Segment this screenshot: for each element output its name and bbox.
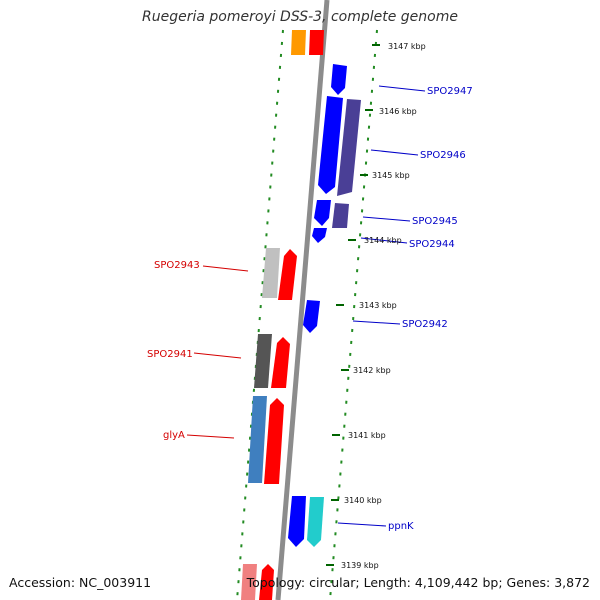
gene-label-spo2946[interactable]: SPO2946 [420,150,466,161]
leader-line-spo2947 [378,85,426,92]
tick-label-3146: 3146 kbp [379,107,417,116]
gene-label-spo2944[interactable]: SPO2944 [409,239,455,250]
gene-arrow-pink[interactable] [241,564,257,600]
leader-line-spo2941 [193,352,242,359]
leader-line-spo2942 [352,320,401,325]
tick-label-3139: 3139 kbp [341,561,379,570]
tick-label-3147: 3147 kbp [388,42,426,51]
gene-arrow-spo2944[interactable] [312,228,327,243]
tick-label-3142: 3142 kbp [353,366,391,375]
tick-label-3144: 3144 kbp [364,236,402,245]
gene-arrow-ppnk[interactable] [288,496,306,547]
leader-line-glya [186,434,235,439]
gene-label-spo2947[interactable]: SPO2947 [427,86,473,97]
gene-arrow-spo2942[interactable] [303,300,320,333]
gene-arrow-orange[interactable] [291,30,306,55]
gene-arrow-spo2943-cog[interactable] [262,248,280,298]
topology-text: Topology: circular; Length: 4,109,442 bp… [246,575,590,590]
gene-arrow-spo2941-cog[interactable] [254,334,272,388]
gene-arrow-spo2946[interactable] [318,96,343,194]
gene-label-spo2941[interactable]: SPO2941 [147,349,193,360]
accession-text: Accession: NC_003911 [9,575,152,590]
tick-label-3141: 3141 kbp [348,431,386,440]
gene-arrow-spo2943[interactable] [278,249,297,300]
leader-line-spo2944 [360,237,408,244]
tick-marks [326,44,380,566]
tick-label-3145: 3145 kbp [372,171,410,180]
gene-label-glya[interactable]: glyA [163,430,185,441]
gene-label-ppnk[interactable]: ppnK [388,521,414,532]
gene-arrow-red-bottom[interactable] [259,564,274,600]
gene-arrow-red[interactable] [309,30,324,55]
leader-line-spo2946 [370,149,419,156]
tick-label-3143: 3143 kbp [359,301,397,310]
gene-arrow-spo2941[interactable] [271,337,290,388]
outer-dotted-ring-left [236,29,284,600]
gene-arrow-spo2946-cog[interactable] [337,99,361,196]
map-title: Ruegeria pomeroyi DSS-3, complete genome [142,9,458,25]
gene-arrow-glya-cog[interactable] [248,396,267,483]
tick-label-3140: 3140 kbp [344,496,382,505]
leader-line-spo2945 [362,216,411,222]
leader-line-spo2943 [202,265,249,272]
gene-arrow-spo2947[interactable] [331,64,347,95]
gene-label-spo2945[interactable]: SPO2945 [412,216,458,227]
gene-arrow-ppnk-cog[interactable] [307,497,324,547]
gene-arrow-spo2945-cog[interactable] [332,203,349,228]
gene-arrow-glya[interactable] [264,398,284,484]
gene-arrow-spo2945[interactable] [314,200,331,226]
leader-line-ppnk [337,522,387,527]
gene-label-spo2943[interactable]: SPO2943 [154,260,200,271]
genome-backbone [275,0,330,600]
gene-label-spo2942[interactable]: SPO2942 [402,319,448,330]
